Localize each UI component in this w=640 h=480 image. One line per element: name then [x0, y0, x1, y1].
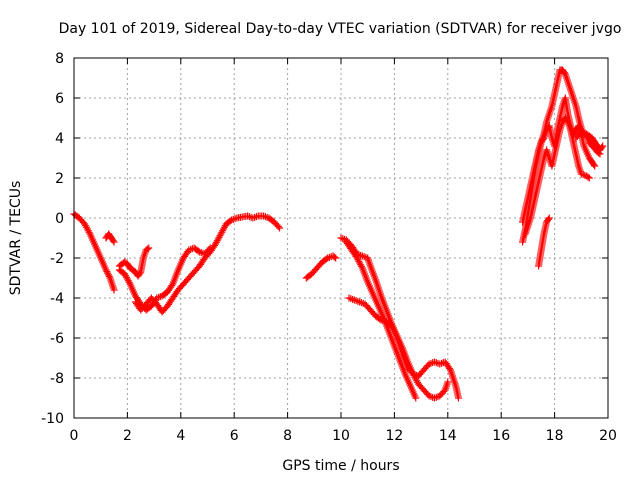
x-tick-label: 2 [123, 428, 132, 444]
data-point [591, 162, 599, 170]
grid [74, 58, 608, 418]
x-tick-label: 0 [70, 428, 79, 444]
data-point [332, 254, 340, 262]
y-tick-label: 8 [55, 51, 64, 67]
data-point [102, 266, 110, 274]
y-tick-label: 2 [55, 171, 64, 187]
data-point [560, 69, 568, 77]
series-arc13 [535, 214, 553, 270]
data-point [539, 135, 547, 143]
data-point [226, 217, 234, 225]
data-point [143, 245, 151, 253]
data-point [104, 269, 112, 277]
data-point [412, 394, 420, 402]
x-tick-label: 16 [492, 428, 510, 444]
data-point [274, 223, 282, 230]
y-tick-label: 6 [55, 91, 64, 107]
series-arc1 [70, 210, 118, 294]
y-tick-label: 0 [55, 211, 64, 227]
series-arc2 [102, 230, 118, 246]
plot-frame [73, 57, 609, 419]
series-arc4 [115, 244, 153, 280]
data-point [104, 271, 112, 279]
axis-ticks: 0 2 4 6 8 10 12 14 16 18 20 -10 -8 -6 -4 -2 0 2 4 6 8 [41, 51, 617, 444]
y-tick-label: -2 [50, 251, 64, 267]
data-point [85, 228, 93, 236]
y-axis-label: SDTVAR / TECUs [8, 181, 24, 296]
data-point [330, 253, 338, 261]
data-point [545, 214, 553, 222]
data-point [454, 394, 462, 402]
series-arc12 [521, 114, 593, 238]
x-tick-label: 14 [439, 428, 457, 444]
data-point [110, 238, 118, 246]
series-arc9 [345, 294, 462, 402]
data-point [585, 174, 593, 182]
data-points [70, 66, 607, 402]
data-point [598, 143, 606, 151]
series-arc3 [115, 244, 214, 314]
data-point [251, 213, 259, 221]
data-point [252, 213, 260, 221]
data-point [584, 173, 592, 181]
series-arc6 [302, 252, 340, 282]
y-tick-label: -10 [41, 411, 64, 427]
data-point [109, 237, 117, 245]
x-tick-label: 6 [230, 428, 239, 444]
x-tick-label: 12 [385, 428, 403, 444]
x-tick-label: 4 [176, 428, 185, 444]
data-point [168, 282, 176, 290]
data-point [145, 244, 153, 252]
y-tick-label: -6 [50, 331, 64, 347]
series-arc14 [572, 128, 607, 154]
data-point [563, 117, 571, 125]
data-point [103, 268, 111, 276]
x-tick-label: 18 [546, 428, 564, 444]
data-point [125, 278, 133, 286]
series-arc5 [131, 212, 284, 316]
y-tick-label: 4 [55, 131, 64, 147]
x-axis-label: GPS time / hours [282, 458, 399, 474]
data-point [322, 255, 330, 263]
data-point [432, 359, 440, 367]
chart-title: Day 101 of 2019, Sidereal Day-to-day VTE… [59, 21, 622, 37]
data-point [110, 286, 118, 294]
data-point [444, 378, 452, 386]
series-arc11 [519, 94, 599, 226]
data-point [357, 262, 365, 270]
x-tick-label: 8 [283, 428, 292, 444]
data-point [245, 213, 253, 221]
y-tick-label: -8 [50, 371, 64, 387]
data-point [105, 272, 113, 280]
data-point [544, 215, 552, 223]
x-tick-label: 20 [599, 428, 617, 444]
data-point [194, 247, 202, 255]
y-tick-label: -4 [50, 291, 64, 307]
x-tick-label: 10 [332, 428, 350, 444]
data-point [599, 142, 607, 150]
data-point [590, 161, 598, 169]
data-point [136, 269, 144, 277]
data-point [376, 315, 384, 323]
data-point [276, 224, 284, 232]
data-point [445, 364, 453, 372]
